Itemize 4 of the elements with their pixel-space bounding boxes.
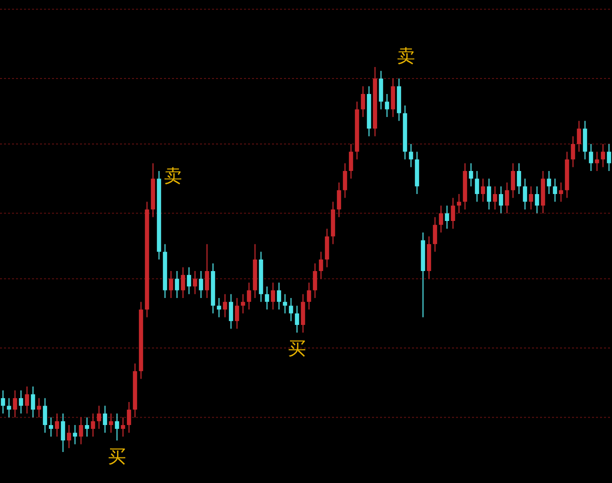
annotation: 买 (288, 338, 306, 360)
annotation: 买 (108, 446, 126, 468)
annotation: 卖 (164, 166, 182, 187)
annotation: 卖 (397, 46, 415, 67)
